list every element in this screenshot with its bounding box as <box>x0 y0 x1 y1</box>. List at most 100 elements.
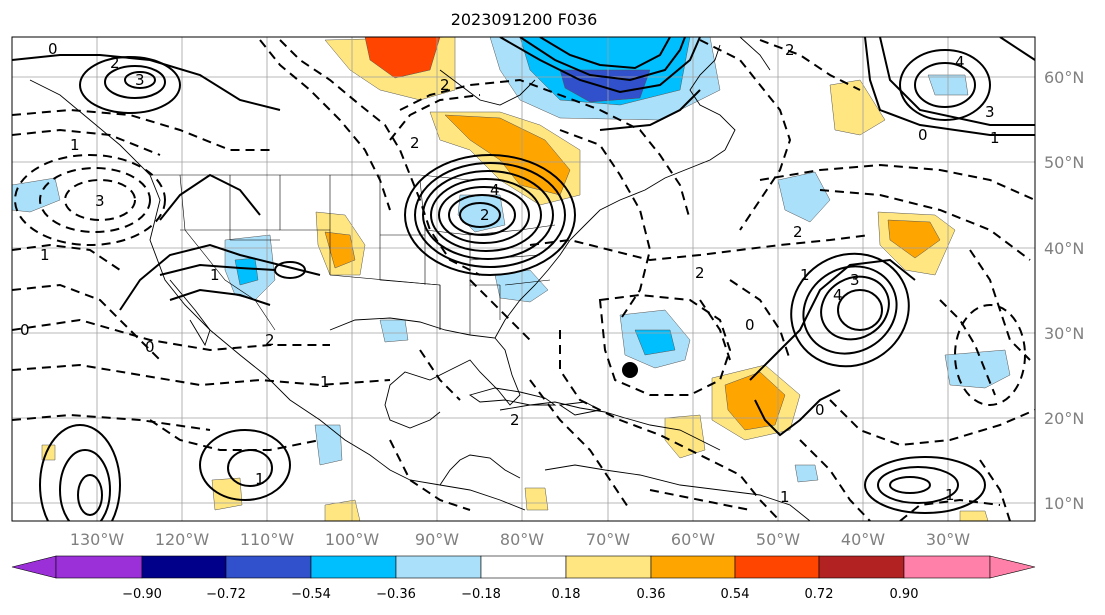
coastlines <box>29 37 811 521</box>
contours-dashed <box>12 39 1035 521</box>
shade-cyan-atl1 <box>634 329 676 356</box>
shade-yellow-se <box>959 510 989 521</box>
colorbar-bin <box>225 555 312 579</box>
map-frame <box>11 36 1036 522</box>
svg-text:3: 3 <box>95 192 105 210</box>
lon-label: 50°W <box>756 530 800 549</box>
svg-text:2: 2 <box>510 411 520 429</box>
contour-labels: 0 2 3 1 0 1 2 3 2 4 2 0 2 1 2 3 4 0 1 1 … <box>20 40 1000 506</box>
colorbar-bin <box>141 555 227 579</box>
shade-blue-mid <box>794 464 819 483</box>
svg-text:1: 1 <box>800 266 810 284</box>
lon-label: 130°W <box>70 530 125 549</box>
lon-label: 60°W <box>671 530 715 549</box>
shade-purple-top <box>559 69 651 103</box>
colorbar-tick-label: 0.72 <box>805 587 834 602</box>
svg-text:3: 3 <box>135 71 145 89</box>
svg-text:1: 1 <box>320 373 330 391</box>
colorbar-tick-label: −0.90 <box>122 587 162 602</box>
svg-text:1: 1 <box>210 266 220 284</box>
shade-blue-atl2 <box>777 171 831 223</box>
colorbar-extend-high <box>989 555 1036 579</box>
svg-text:3: 3 <box>985 103 995 121</box>
shade-yellow-ec <box>524 487 549 511</box>
colorbar-tick-label: 0.18 <box>552 587 581 602</box>
shade-cyan-sw <box>234 257 259 286</box>
coast-greenland <box>739 37 771 71</box>
lon-label: 30°W <box>926 530 970 549</box>
colorbar-bin <box>734 555 820 579</box>
coast-south-am <box>544 464 811 521</box>
svg-text:2: 2 <box>793 223 803 241</box>
colorbar-tick-label: −0.36 <box>376 587 416 602</box>
lon-label: 100°W <box>325 530 380 549</box>
colorbar-bin <box>480 555 567 579</box>
coast-caribbean <box>499 401 721 451</box>
svg-text:0: 0 <box>815 401 825 419</box>
shade-blue-far-e <box>944 349 1011 389</box>
colorbar-bin <box>818 555 905 579</box>
svg-text:3: 3 <box>850 271 860 289</box>
shade-orange-atl <box>887 219 941 259</box>
lon-label: 80°W <box>500 530 544 549</box>
svg-text:2: 2 <box>110 54 120 72</box>
shade-orange-plains <box>324 231 356 269</box>
svg-text:1: 1 <box>40 246 50 264</box>
svg-text:2: 2 <box>440 76 450 94</box>
shade-red-top <box>364 37 441 79</box>
svg-text:1: 1 <box>255 470 265 488</box>
lat-label: 50°N <box>1044 153 1084 172</box>
colorbar-tick-label: 0.36 <box>637 587 666 602</box>
shade-yellow-south2 <box>324 499 361 521</box>
colorbar-tick-label: −0.54 <box>291 587 331 602</box>
svg-text:2: 2 <box>265 331 275 349</box>
map-title: 2023091200 F036 <box>450 10 598 29</box>
colorbar-tick-label: 0.54 <box>721 587 750 602</box>
lon-label: 90°W <box>415 530 459 549</box>
longitude-labels: 130°W 120°W 110°W 100°W 90°W 80°W 70°W 6… <box>70 530 970 549</box>
colorbar-bin <box>650 555 736 579</box>
colorbar-ticks: −0.90 −0.72 −0.54 −0.36 −0.18 0.18 0.36 … <box>122 587 918 602</box>
svg-text:2: 2 <box>410 134 420 152</box>
map-panel: 0 2 3 1 0 1 2 3 2 4 2 0 2 1 2 3 4 0 1 1 … <box>12 37 1035 521</box>
colorbar-tick-label: −0.18 <box>461 587 501 602</box>
coast-west-na <box>29 79 526 511</box>
storm-position-marker <box>622 362 638 378</box>
svg-text:1: 1 <box>780 488 790 506</box>
colorbar-bin <box>565 555 652 579</box>
svg-text:0: 0 <box>745 316 755 334</box>
colorbar <box>11 555 1036 579</box>
svg-text:1: 1 <box>990 129 1000 147</box>
shade-blue-gulf <box>379 319 409 343</box>
latitude-labels: 60°N 50°N 40°N 30°N 20°N 10°N <box>1044 68 1084 513</box>
lat-label: 20°N <box>1044 409 1084 428</box>
svg-text:4: 4 <box>955 53 965 71</box>
svg-text:2: 2 <box>695 264 705 282</box>
svg-text:1: 1 <box>945 486 955 504</box>
colorbar-bin <box>395 555 482 579</box>
coast-cuba <box>468 387 557 406</box>
shade-yellow-south1 <box>664 414 706 459</box>
svg-text:0: 0 <box>145 338 155 356</box>
lat-label: 10°N <box>1044 494 1084 513</box>
svg-text:0: 0 <box>48 40 58 58</box>
shade-blue-south <box>314 424 343 466</box>
colorbar-bin <box>903 555 991 579</box>
svg-text:2: 2 <box>480 206 490 224</box>
colorbar-tick-label: 0.90 <box>890 587 919 602</box>
shade-blue-west <box>12 177 61 213</box>
coast-canada-east <box>689 44 736 151</box>
lat-label: 60°N <box>1044 68 1084 87</box>
lon-label: 40°W <box>841 530 885 549</box>
coast-east-us <box>494 149 726 339</box>
svg-text:4: 4 <box>833 286 843 304</box>
svg-text:1: 1 <box>70 136 80 154</box>
colorbar-extend-low <box>11 555 57 579</box>
shade-yellow-ne2 <box>829 79 886 136</box>
coast-baja <box>169 279 211 347</box>
colorbar-bin <box>55 555 143 579</box>
coast-gulf <box>329 317 521 429</box>
svg-text:4: 4 <box>490 181 500 199</box>
svg-text:0: 0 <box>20 321 30 339</box>
